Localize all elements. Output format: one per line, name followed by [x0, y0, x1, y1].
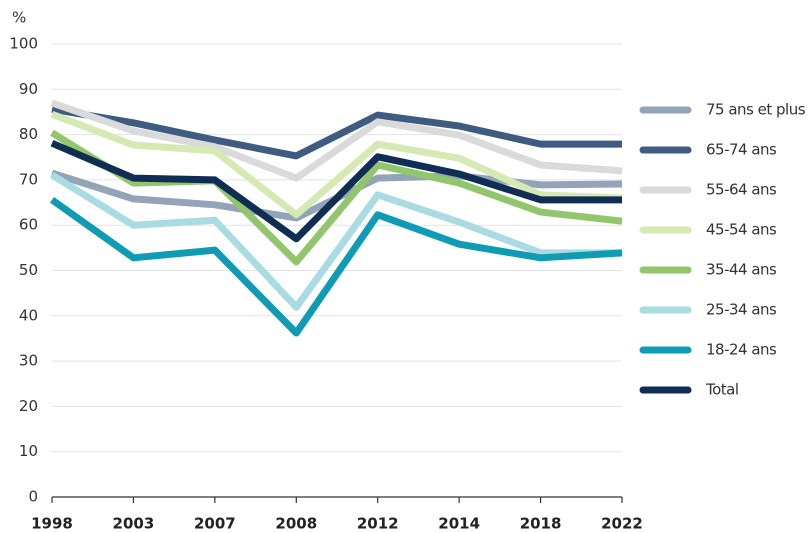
legend-label: Total — [705, 381, 739, 399]
legend-label: 35-44 ans — [706, 261, 777, 279]
x-tick-label: 2014 — [438, 515, 480, 533]
series-line — [49, 196, 623, 337]
series-line — [50, 99, 623, 182]
y-tick-label: 90 — [19, 80, 38, 98]
legend-label: 65-74 ans — [706, 141, 777, 159]
legend-label: 75 ans et plus — [706, 101, 806, 119]
series-line — [50, 129, 623, 266]
x-tick-label: 2007 — [194, 515, 236, 533]
series-line — [50, 171, 622, 311]
series-line — [50, 110, 623, 219]
legend-label: 18-24 ans — [706, 341, 777, 359]
y-tick-label: 70 — [19, 170, 38, 188]
legend-label: 25-34 ans — [706, 301, 777, 319]
x-tick-label: 2003 — [113, 515, 155, 533]
y-tick-label: 10 — [19, 442, 38, 460]
y-tick-label: 0 — [28, 488, 38, 506]
x-tick-label: 2022 — [601, 515, 643, 533]
x-tick-label: 1998 — [31, 515, 73, 533]
y-tick-label: 30 — [19, 352, 38, 370]
x-tick-label: 2008 — [275, 515, 317, 533]
series-line — [50, 139, 622, 243]
y-tick-label: 50 — [19, 261, 38, 279]
y-tick-label: 20 — [19, 397, 38, 415]
x-tick-label: 2012 — [357, 515, 399, 533]
series-line — [51, 105, 622, 160]
x-tick-label: 2018 — [520, 515, 562, 533]
y-tick-label: 100 — [9, 35, 38, 53]
y-tick-label: 40 — [19, 306, 38, 324]
legend-label: 45-54 ans — [706, 221, 777, 239]
y-tick-label: 80 — [19, 125, 38, 143]
y-axis-label: % — [12, 9, 26, 27]
legend-label: 55-64 ans — [706, 181, 777, 199]
y-tick-label: 60 — [19, 216, 38, 234]
